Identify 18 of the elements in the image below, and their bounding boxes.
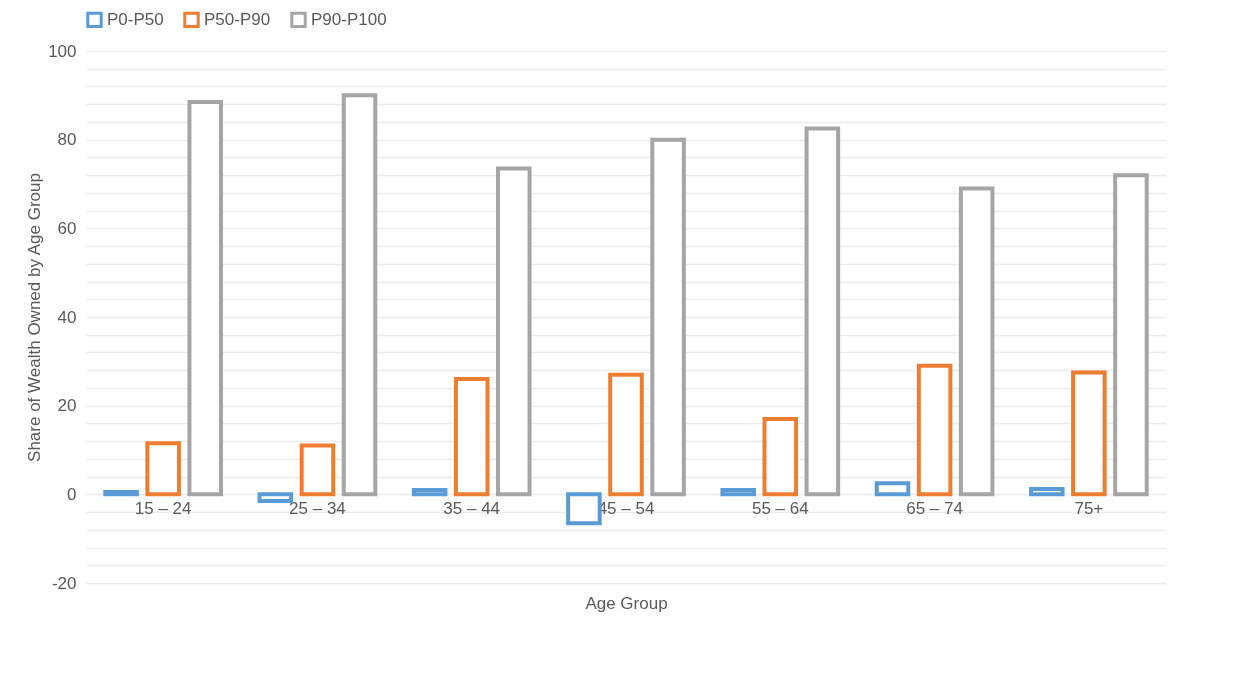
x-axis-title: Age Group (585, 593, 668, 613)
y-tick-label: 0 (67, 484, 77, 504)
x-tick-label: 65 – 74 (906, 498, 963, 518)
x-tick-label: 35 – 44 (443, 498, 501, 518)
y-tick-label: 20 (57, 396, 77, 416)
y-tick-label: 80 (57, 130, 77, 150)
legend-label: P50-P90 (204, 9, 271, 29)
y-axis-title: Share of Wealth Owned by Age Group (25, 173, 45, 462)
y-tick-label: 100 (48, 41, 77, 61)
y-tick-label: 40 (57, 307, 77, 327)
y-tick-label: 60 (57, 218, 77, 238)
x-tick-label: 75+ (1074, 498, 1104, 518)
legend-label: P90-P100 (311, 9, 387, 29)
x-tick-label: 25 – 34 (289, 498, 346, 518)
y-tick-label: -20 (51, 573, 77, 593)
x-tick-label: 15 – 24 (134, 498, 192, 518)
legend-label: P0-P50 (107, 9, 164, 29)
x-tick-label: 55 – 64 (751, 498, 809, 518)
